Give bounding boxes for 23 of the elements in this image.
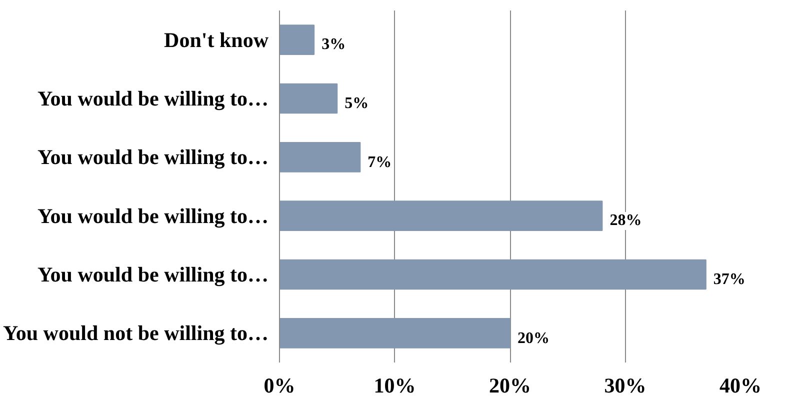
data-label: 37% [713,271,746,289]
y-tick-label: You would be willing to… [37,86,269,110]
y-tick-label: You would be willing to… [37,262,269,286]
y-tick-label: Don't know [164,28,270,52]
bar [280,200,603,231]
bar [280,24,315,55]
bar [280,259,706,290]
data-label: 20% [518,330,550,348]
y-tick-label: You would not be willing to… [3,321,269,346]
x-tick-label: 10% [374,374,416,398]
bar [280,83,338,114]
data-label: 5% [344,95,369,113]
bar [280,142,361,172]
x-tick-label: 30% [604,374,646,398]
data-label: 7% [368,154,392,172]
data-label: 3% [322,36,346,54]
y-tick-label: You would be willing to… [37,145,269,170]
x-tick-label: 0% [264,374,296,398]
x-tick-label: 20% [489,374,531,398]
y-tick-label: You would be willing to… [37,204,269,228]
data-label: 28% [610,212,642,230]
bar [280,318,510,348]
x-tick-label: 40% [720,374,762,398]
